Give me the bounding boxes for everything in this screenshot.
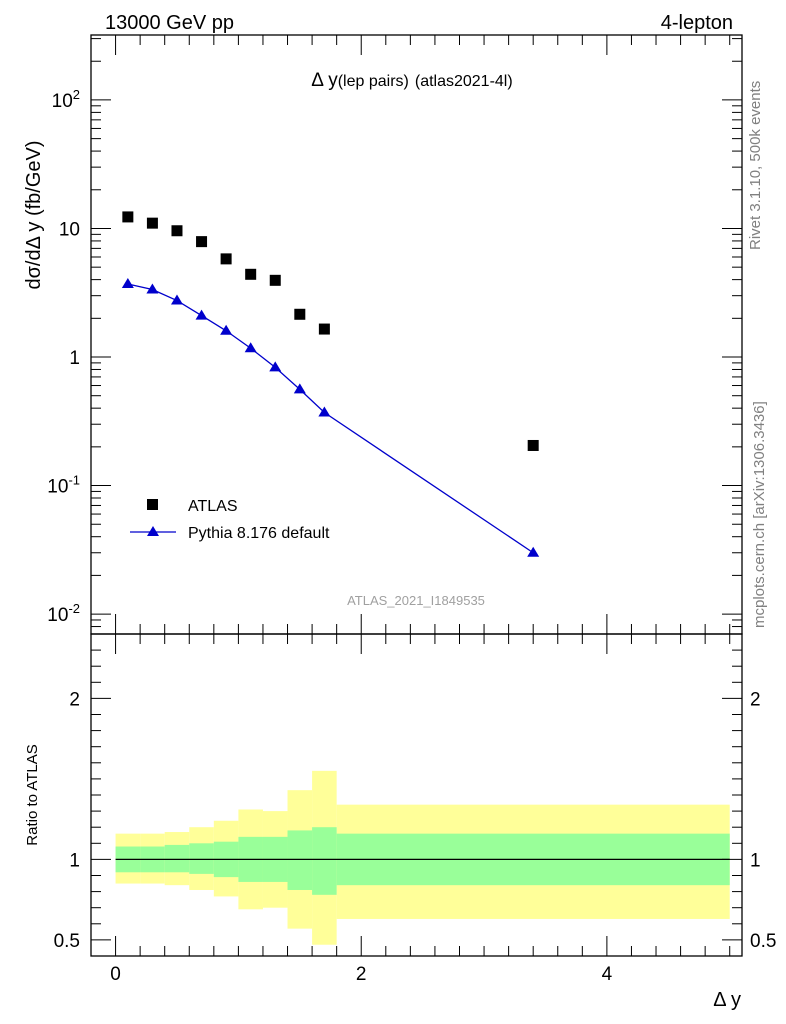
x-tick-label: 0 (110, 964, 121, 985)
plot-title-main: Δ y (311, 70, 338, 91)
y-tick-label: 102 (52, 87, 80, 112)
data-point (269, 274, 281, 286)
ratio-y-tick-label-right: 2 (750, 689, 761, 710)
x-tick-label: 2 (356, 964, 367, 985)
main-plot-frame (90, 34, 743, 635)
data-point (527, 439, 539, 451)
analysis-id-label: ATLAS_2021_I1849535 (347, 593, 485, 608)
ratio-y-tick-label-left: 0.5 (54, 931, 80, 952)
mc-point (195, 309, 208, 320)
plot-title-paren: (lep pairs) (338, 73, 409, 90)
plot-title-tag: (atlas2021-4l) (415, 73, 513, 90)
header-right: 4-lepton (661, 12, 733, 34)
ratio-plot-frame (90, 633, 743, 957)
legend-data-label: ATLAS (188, 498, 238, 515)
mc-point (244, 342, 257, 353)
mc-point (269, 361, 282, 372)
data-point (122, 211, 134, 223)
data-point (294, 308, 306, 320)
main-plot-panel: 10-2 10-1 1 10 102 Δ y(lep pairs) (atlas2021-… (47, 34, 743, 635)
mc-series-line (127, 283, 534, 554)
legend: ATLAS Pythia 8.176 default (130, 498, 330, 542)
ratio-y-tick-label-left: 1 (69, 850, 80, 871)
y-tick-label: 1 (69, 348, 80, 369)
mc-point (121, 277, 134, 288)
data-point (245, 268, 257, 280)
mc-point (293, 383, 306, 394)
mc-point (220, 324, 233, 335)
mc-point (170, 294, 183, 305)
mc-point (527, 546, 540, 557)
data-point (196, 236, 208, 248)
ratio-y-tick-label-left: 2 (69, 689, 80, 710)
data-point (146, 217, 158, 229)
data-point (220, 253, 232, 265)
legend-mc-marker (147, 526, 159, 536)
ratio-band-inner (164, 844, 190, 873)
y-axis-label: dσ/dΔ y (fb/GeV) (23, 140, 45, 289)
ratio-y-tick-label-right: 0.5 (750, 931, 776, 952)
ratio-band-inner (312, 827, 337, 895)
header-left: 13000 GeV pp (105, 12, 234, 34)
legend-data-marker (147, 499, 158, 510)
ratio-plot-panel: 0.5 0.5 1 1 2 2 0 2 4 (54, 633, 776, 985)
legend-mc-label: Pythia 8.176 default (188, 525, 330, 542)
ratio-y-tick-label-right: 1 (750, 850, 761, 871)
ratio-band-inner (189, 843, 214, 874)
data-point (171, 225, 183, 237)
mc-point (146, 283, 159, 294)
rivet-version-label: Rivet 3.1.10, 500k events (747, 81, 764, 250)
plot-title: Δ y(lep pairs) (atlas2021-4l) (311, 70, 512, 91)
mcplots-reference-label: mcplots.cern.ch [arXiv:1306.3436] (751, 401, 768, 628)
mc-point (318, 406, 331, 417)
ratio-y-axis-label: Ratio to ATLAS (24, 744, 41, 845)
data-point (318, 323, 330, 335)
y-tick-label: 10 (59, 219, 80, 240)
y-tick-label: 10-1 (47, 473, 80, 498)
x-axis-label: Δ y (713, 989, 741, 1011)
x-tick-label: 4 (602, 964, 613, 985)
ratio-band-inner (287, 830, 313, 890)
y-tick-label: 10-2 (47, 601, 80, 626)
